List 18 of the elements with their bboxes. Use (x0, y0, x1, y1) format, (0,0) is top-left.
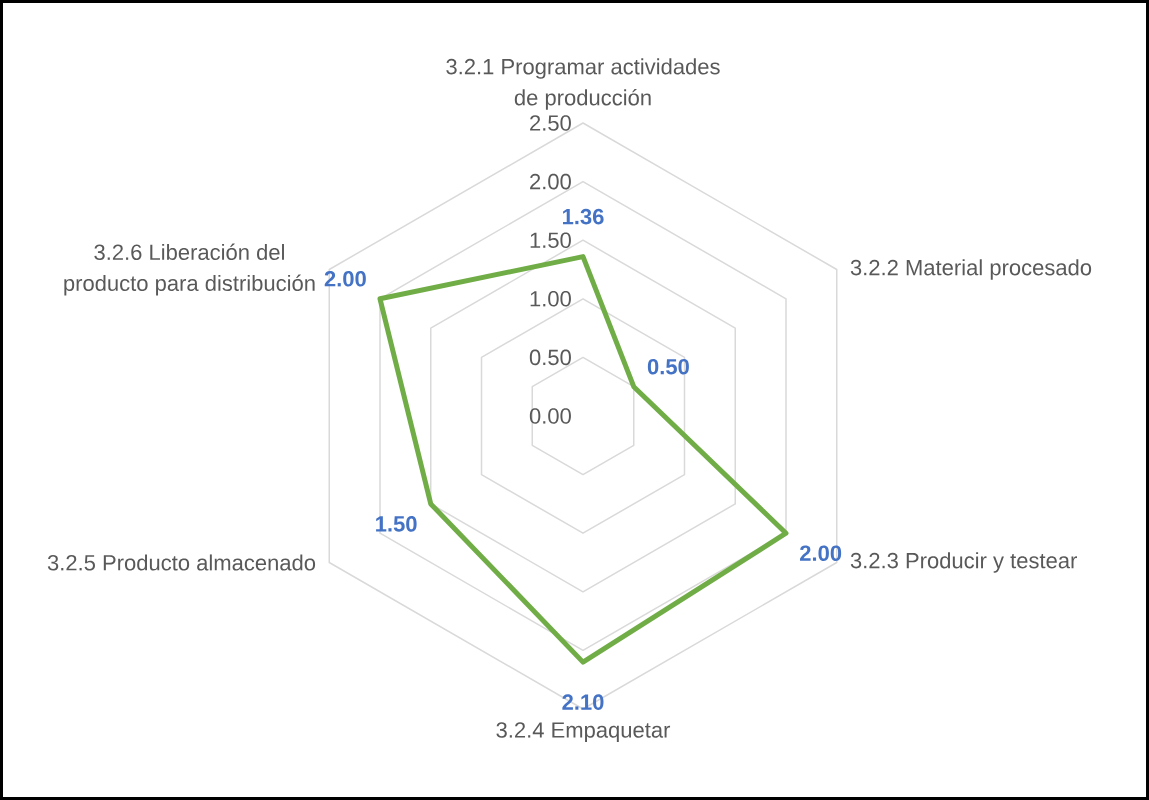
y-tick-label: 0.50 (529, 349, 571, 366)
data-label: 0.50 (647, 358, 689, 375)
data-label: 1.50 (376, 516, 417, 532)
spoke-label: 3.2.5 Producto almacenado (47, 554, 316, 571)
y-tick-label: 1.00 (530, 291, 571, 307)
data-label: 2.00 (324, 271, 366, 287)
y-tick-label: 2.00 (530, 173, 571, 190)
y-tick-label: 1.50 (530, 232, 571, 248)
spoke-label: 3.2.3 Producir y testear (850, 552, 1077, 573)
data-label: 1.36 (562, 208, 604, 225)
spoke-label: 3.2.6 Liberación del producto para distribución (64, 243, 315, 296)
y-tick-label: 0.00 (529, 408, 571, 424)
spoke-label: 3.2.4 Empaquetar (496, 722, 671, 743)
spoke-label: 3.2.2 Material procesado (850, 259, 1092, 280)
data-label: 2.10 (562, 694, 604, 710)
spoke-label: 3.2.1 Programar actividades de producción (446, 58, 720, 110)
data-label: 2.00 (800, 545, 842, 561)
y-tick-label: 2.50 (530, 115, 571, 131)
